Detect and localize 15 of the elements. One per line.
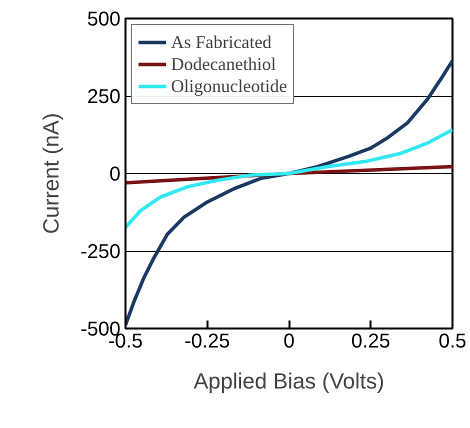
x-axis-title: Applied Bias (Volts) (194, 368, 384, 394)
legend-label: Oligonucleotide (171, 75, 287, 97)
x-tick-label: -0.25 (184, 330, 230, 352)
x-tick-label: 0.25 (351, 330, 390, 352)
y-tick-label: 0 (109, 164, 120, 186)
y-tick-label: -250 (80, 241, 120, 263)
y-axis-title: Current (nA) (38, 112, 64, 234)
x-tick-label: 0.5 (438, 330, 466, 352)
legend-label: Dodecanethiol (171, 53, 276, 75)
legend-label: As Fabricated (171, 31, 272, 53)
y-tick-label: 500 (87, 8, 121, 30)
x-tick-label: 0 (283, 330, 295, 352)
line-series (126, 128, 452, 230)
y-tick-label: 250 (87, 86, 121, 108)
line-series (126, 58, 452, 327)
